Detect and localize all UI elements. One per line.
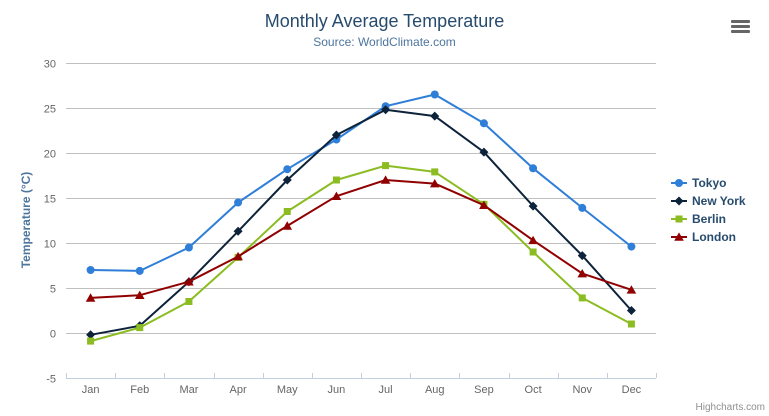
point-london-Jun[interactable]	[331, 191, 342, 200]
point-new-york-Sep[interactable]	[479, 147, 489, 157]
chart-subtitle: Source: WorldClimate.com	[313, 35, 456, 49]
point-new-york-Aug[interactable]	[430, 111, 440, 121]
series-line-tokyo[interactable]	[89, 93, 633, 272]
point-berlin-Jan[interactable]	[87, 337, 95, 345]
chart-title: Monthly Average Temperature	[264, 11, 505, 31]
point-berlin-Jul[interactable]	[382, 162, 390, 170]
point-berlin-Oct[interactable]	[529, 248, 537, 256]
x-axis-label: Oct	[525, 384, 542, 396]
point-new-york-Jul[interactable]	[381, 105, 391, 115]
y-axis-label: 15	[44, 194, 56, 206]
point-tokyo-Nov[interactable]	[578, 203, 587, 212]
legend-marker-square-icon	[671, 215, 687, 223]
point-london-May[interactable]	[282, 221, 293, 230]
point-london-Nov[interactable]	[577, 269, 588, 278]
x-axis-label: Mar	[179, 384, 198, 396]
point-london-Sep[interactable]	[479, 200, 489, 209]
point-london-Aug[interactable]	[429, 179, 440, 188]
series-line-london[interactable]	[89, 179, 633, 299]
point-berlin-Feb[interactable]	[136, 324, 144, 332]
point-berlin-May[interactable]	[283, 208, 291, 215]
legend-marker-circle-icon	[671, 179, 687, 187]
credits-link[interactable]: Highcharts.com	[695, 402, 765, 413]
point-berlin-Dec[interactable]	[627, 320, 635, 328]
legend-item-tokyo[interactable]: Tokyo	[671, 174, 746, 192]
x-axis-label: Sep	[474, 384, 494, 396]
x-axis-label: Nov	[572, 384, 592, 396]
point-london-Jul[interactable]	[380, 175, 391, 184]
point-tokyo-Feb[interactable]	[135, 266, 144, 275]
x-axis-label: Jun	[328, 384, 346, 396]
point-london-Feb[interactable]	[134, 290, 145, 299]
series-line-new-york[interactable]	[89, 108, 633, 336]
point-new-york-Apr[interactable]	[233, 226, 243, 236]
point-tokyo-Oct[interactable]	[529, 164, 538, 173]
x-axis-label: Jan	[82, 384, 100, 396]
point-berlin-Mar[interactable]	[185, 298, 193, 305]
point-new-york-Nov[interactable]	[577, 251, 587, 261]
point-london-Oct[interactable]	[528, 235, 538, 245]
legend-marker-diamond-icon	[671, 196, 687, 206]
legend-item-label: London	[692, 230, 736, 244]
y-axis-label: 5	[50, 284, 56, 296]
legend: Tokyo New York Berlin London	[671, 174, 746, 246]
point-london-Jan[interactable]	[85, 293, 96, 302]
x-axis-label: Feb	[130, 384, 149, 396]
point-new-york-May[interactable]	[282, 175, 292, 185]
x-axis-label: Dec	[622, 384, 642, 396]
legend-item-label: Tokyo	[692, 176, 727, 190]
point-tokyo-Jan[interactable]	[86, 266, 95, 274]
point-new-york-Dec[interactable]	[626, 306, 636, 315]
point-london-Mar[interactable]	[184, 277, 194, 286]
y-axis-label: 30	[44, 59, 56, 71]
legend-marker-triangle-icon	[671, 232, 687, 241]
point-berlin-Jun[interactable]	[332, 176, 340, 184]
legend-item-label: Berlin	[692, 212, 727, 226]
y-axis-label: 0	[50, 329, 56, 341]
y-axis-label: 25	[44, 104, 56, 116]
x-axis-label: Aug	[425, 384, 445, 396]
point-new-york-Oct[interactable]	[528, 201, 538, 211]
point-tokyo-Sep[interactable]	[479, 119, 488, 128]
point-berlin-Aug[interactable]	[431, 168, 439, 176]
y-axis-title: Temperature (°C)	[19, 171, 33, 269]
y-axis-label: 10	[44, 239, 56, 251]
x-axis-label: May	[277, 384, 298, 396]
point-london-Apr[interactable]	[233, 251, 243, 261]
point-new-york-Jun[interactable]	[331, 130, 341, 140]
point-berlin-Nov[interactable]	[578, 294, 586, 302]
point-tokyo-Mar[interactable]	[184, 243, 193, 252]
point-london-Dec[interactable]	[626, 285, 637, 294]
x-axis-label: Apr	[230, 384, 247, 396]
export-menu-button[interactable]	[727, 16, 755, 38]
point-tokyo-May[interactable]	[283, 165, 292, 174]
point-tokyo-Aug[interactable]	[430, 90, 439, 99]
y-axis-label: -5	[46, 374, 56, 386]
legend-item-label: New York	[692, 194, 746, 208]
hamburger-icon	[731, 19, 751, 33]
point-new-york-Jan[interactable]	[86, 330, 96, 340]
legend-item-london[interactable]: London	[671, 228, 746, 246]
legend-item-berlin[interactable]: Berlin	[671, 210, 746, 228]
y-axis-label: 20	[44, 149, 56, 161]
point-tokyo-Apr[interactable]	[234, 198, 243, 207]
series-line-berlin[interactable]	[89, 164, 633, 343]
x-axis-label: Jul	[379, 384, 393, 396]
point-tokyo-Dec[interactable]	[627, 242, 636, 251]
legend-item-new-york[interactable]: New York	[671, 192, 746, 210]
